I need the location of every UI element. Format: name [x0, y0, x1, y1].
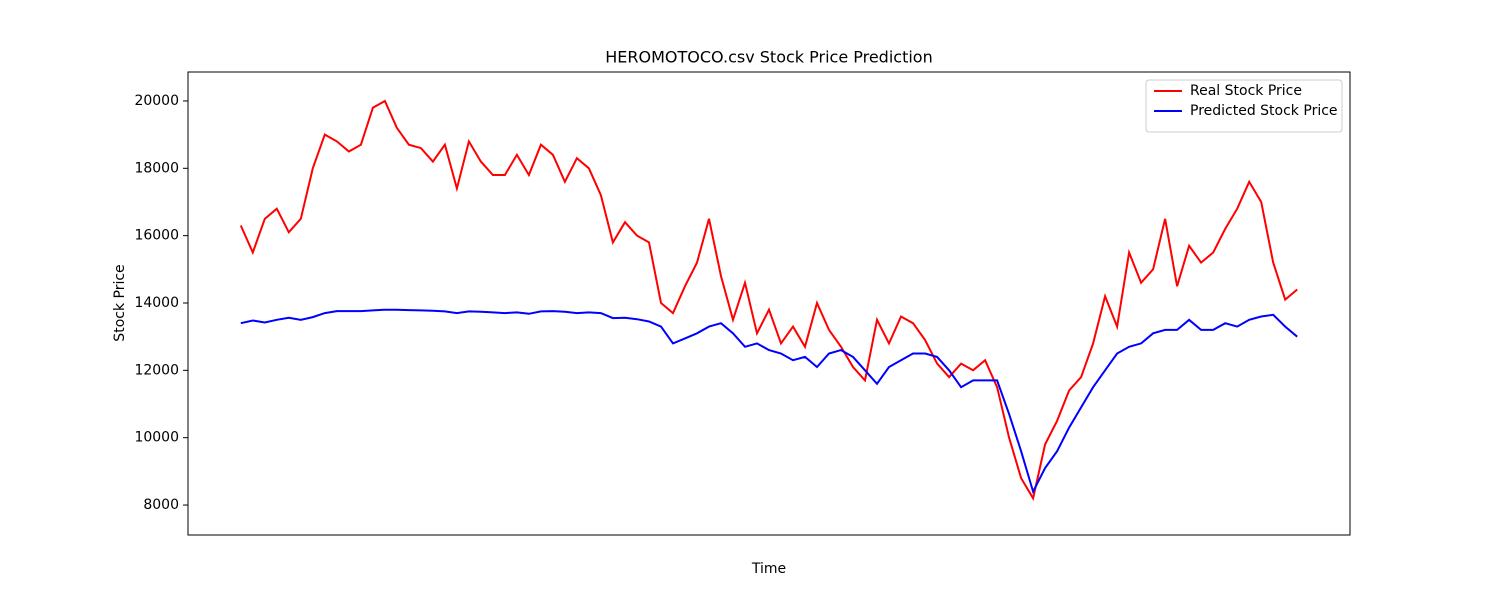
y-axis-label: Stock Price: [112, 264, 128, 341]
y-tick-label: 18000: [134, 160, 179, 176]
y-tick-label: 12000: [134, 362, 179, 378]
x-axis-label: Time: [751, 561, 786, 577]
legend-label: Predicted Stock Price: [1190, 103, 1338, 119]
y-tick-label: 14000: [134, 295, 179, 311]
legend-box: [1145, 79, 1343, 133]
series-line: [240, 308, 1298, 495]
chart-title: HEROMOTOCO.csv Stock Price Prediction: [605, 48, 932, 67]
y-tick-label: 8000: [143, 497, 179, 513]
legend-label: Real Stock Price: [1190, 83, 1302, 99]
plot-frame: [187, 71, 1351, 536]
y-tick-label: 16000: [134, 228, 179, 244]
series-line: [239, 99, 1298, 501]
y-tick-label: 10000: [134, 430, 179, 446]
y-tick-label: 20000: [134, 93, 179, 109]
